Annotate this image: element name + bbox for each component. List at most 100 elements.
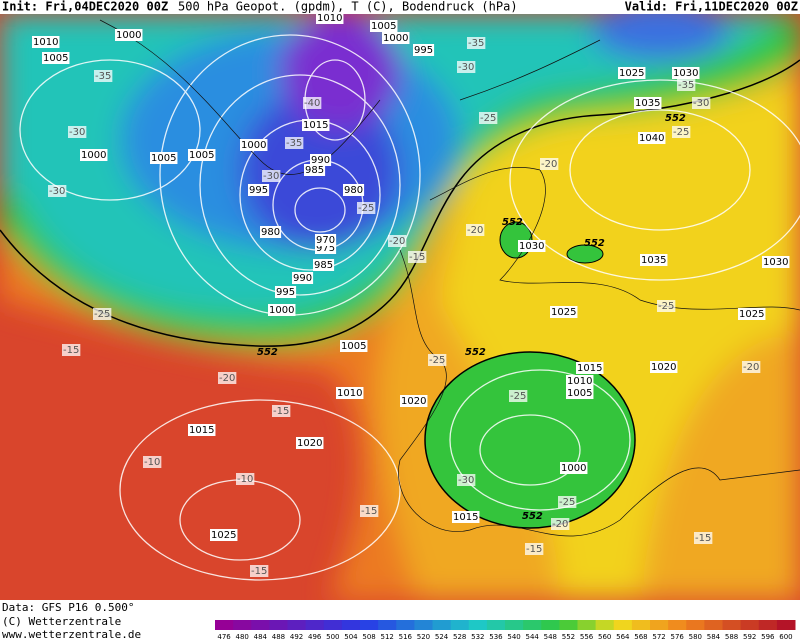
temperature-label-text: -35: [678, 80, 694, 91]
temperature-label-box: [94, 70, 113, 82]
pressure-label: 995: [275, 286, 297, 298]
pressure-label-box: [188, 424, 216, 436]
temperature-label-box: [62, 344, 81, 356]
temperature-label-box: [262, 170, 281, 182]
temperature-label-box: [250, 565, 269, 577]
temperature-label-box: [428, 354, 447, 366]
temperature-label: -30: [68, 126, 87, 138]
colorbar-cell: [559, 620, 578, 630]
temperature-label: -20: [540, 158, 559, 170]
pressure-label: 1005: [340, 340, 368, 352]
init-time: Init: Fri,04DEC2020 00Z: [2, 0, 168, 14]
pressure-label-text: 980: [344, 185, 363, 196]
temperature-label-text: -15: [695, 533, 711, 544]
colorbar-cell: [668, 620, 687, 630]
pressure-label-box: [310, 154, 332, 166]
pressure-label-text: 980: [261, 227, 280, 238]
temperature-label: -30: [457, 474, 476, 486]
pressure-label-text: 1030: [763, 257, 788, 268]
temperature-label-box: [657, 300, 676, 312]
temperature-label-text: -30: [458, 62, 474, 73]
pressure-label-box: [550, 306, 578, 318]
pressure-label: 1020: [296, 437, 324, 449]
pressure-label-box: [336, 387, 364, 399]
temperature-label-text: -15: [409, 252, 425, 263]
pressure-label: 990: [292, 272, 314, 284]
colorbar-cell: [776, 620, 796, 630]
temperature-label: -15: [694, 532, 713, 544]
pressure-label-box: [413, 44, 435, 56]
geopotential-label-text: 552: [665, 113, 686, 124]
pressure-label: 980: [343, 184, 365, 196]
colorbar-cell: [341, 620, 361, 630]
pressure-label-box: [343, 184, 365, 196]
temperature-label: -15: [525, 543, 544, 555]
pressure-label-text: 1025: [739, 309, 764, 320]
temperature-label: -20: [218, 372, 237, 384]
colorbar-cell: [396, 620, 415, 630]
pressure-label-text: 1025: [211, 530, 236, 541]
pressure-label-box: [400, 395, 428, 407]
colorbar-label: 484: [254, 633, 268, 641]
pressure-label: 1015: [452, 511, 480, 523]
pressure-label-text: 1005: [567, 388, 592, 399]
colorbar-cell: [360, 620, 379, 630]
pressure-label-box: [640, 254, 668, 266]
pressure-label-box: [566, 387, 594, 399]
colorbar-label: 568: [634, 633, 647, 641]
pressure-label: 990: [310, 154, 332, 166]
colorbar-label: 536: [489, 633, 503, 641]
temperature-label: -15: [408, 251, 427, 263]
colorbar-label: 508: [362, 633, 375, 641]
temperature-label-box: [672, 126, 691, 138]
colorbar-label: 496: [308, 633, 322, 641]
colorbar-cell: [468, 620, 488, 630]
pressure-label: 1030: [762, 256, 790, 268]
colorbar-label: 596: [761, 633, 775, 641]
colorbar-label: 600: [779, 633, 792, 641]
temperature-label-box: [509, 390, 528, 402]
pressure-label-text: 1015: [189, 425, 214, 436]
colorbar-cell: [486, 620, 506, 630]
temperature-label-box: [694, 532, 713, 544]
pressure-label-text: 990: [311, 155, 330, 166]
colorbar-cell: [577, 620, 597, 630]
colorbar-cell: [595, 620, 615, 630]
pressure-label-text: 995: [414, 45, 433, 56]
temperature-label-box: [408, 251, 427, 263]
temperature-label-box: [540, 158, 559, 170]
colorbar-cell: [740, 620, 760, 630]
pressure-label-text: 1020: [401, 396, 426, 407]
pressure-label-text: 1010: [317, 13, 342, 24]
pressure-label-box: [150, 152, 178, 164]
temperature-label-box: [558, 496, 577, 508]
temperature-label-box: [48, 185, 67, 197]
pressure-label-box: [634, 97, 662, 109]
valid-time: Valid: Fri,11DEC2020 00Z: [625, 0, 798, 14]
temperature-label-box: [303, 97, 322, 109]
temperature-label: -20: [466, 224, 485, 236]
temperature-label-box: [466, 224, 485, 236]
temperature-label-text: -35: [286, 138, 302, 149]
temperature-label-box: [93, 308, 112, 320]
temperature-label: -30: [457, 61, 476, 73]
temperature-label-box: [457, 61, 476, 73]
colorbar-cell: [414, 620, 433, 630]
pressure-label-box: [115, 29, 143, 41]
temperature-label-box: [457, 474, 476, 486]
temperature-label: -10: [236, 473, 255, 485]
pressure-label-box: [576, 362, 604, 374]
temperature-label-box: [285, 137, 304, 149]
pressure-label-text: 1010: [567, 376, 592, 387]
temperature-label-text: -15: [273, 406, 289, 417]
pressure-label-text: 1000: [269, 305, 294, 316]
pressure-label-text: 1005: [189, 150, 214, 161]
pressure-label: 1010: [566, 375, 594, 387]
temperature-label: -15: [272, 405, 291, 417]
pressure-label: 1015: [302, 119, 330, 131]
temperature-label-text: -20: [743, 362, 759, 373]
pressure-label-box: [650, 361, 678, 373]
pressure-label-text: 970: [316, 235, 335, 246]
data-source: Data: GFS P16 0.500°: [2, 601, 134, 614]
temperature-label: -20: [551, 518, 570, 530]
